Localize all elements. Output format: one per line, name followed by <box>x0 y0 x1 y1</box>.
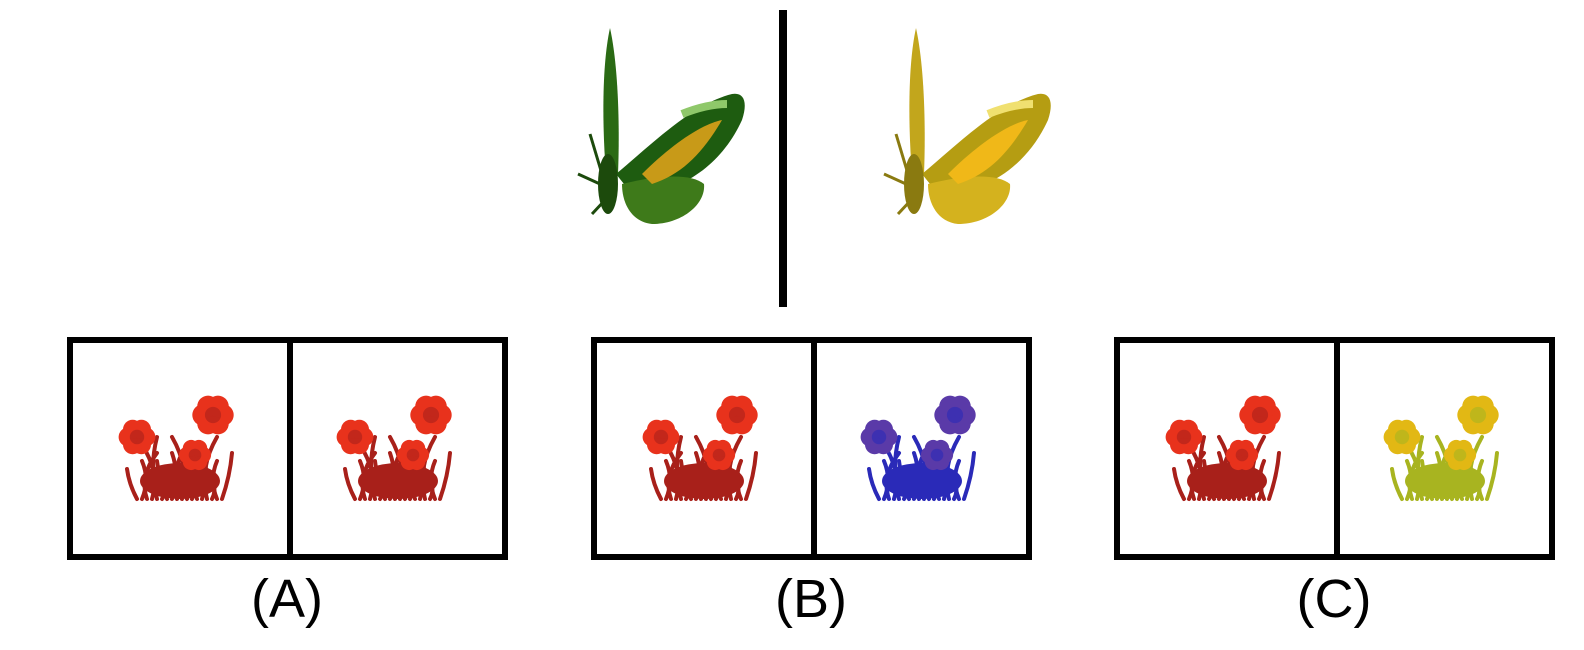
flower-cell <box>817 343 1026 554</box>
butterfly-green-shape <box>577 28 745 224</box>
flower-icon <box>642 395 758 501</box>
option-c[interactable] <box>1114 337 1555 560</box>
butterfly-green <box>572 24 772 244</box>
flower-icon <box>336 395 452 501</box>
cell-divider <box>811 343 817 554</box>
butterfly-yellow <box>878 24 1078 244</box>
cell-divider <box>287 343 293 554</box>
option-b[interactable] <box>591 337 1032 560</box>
flower-icon <box>1383 395 1499 501</box>
flower-cell <box>1340 343 1549 554</box>
cell-divider <box>1334 343 1340 554</box>
butterfly-yellow-shape <box>883 28 1051 224</box>
center-divider <box>779 10 787 307</box>
flower-icon <box>860 395 976 501</box>
flower-cell <box>73 343 287 554</box>
option-a[interactable] <box>67 337 508 560</box>
option-a-label: (A) <box>251 569 323 629</box>
flower-icon <box>1165 395 1281 501</box>
flower-icon <box>118 395 234 501</box>
flower-cell <box>293 343 502 554</box>
flower-cell <box>597 343 811 554</box>
option-c-label: (C) <box>1296 569 1372 629</box>
flower-cell <box>1120 343 1334 554</box>
option-b-label: (B) <box>775 569 847 629</box>
